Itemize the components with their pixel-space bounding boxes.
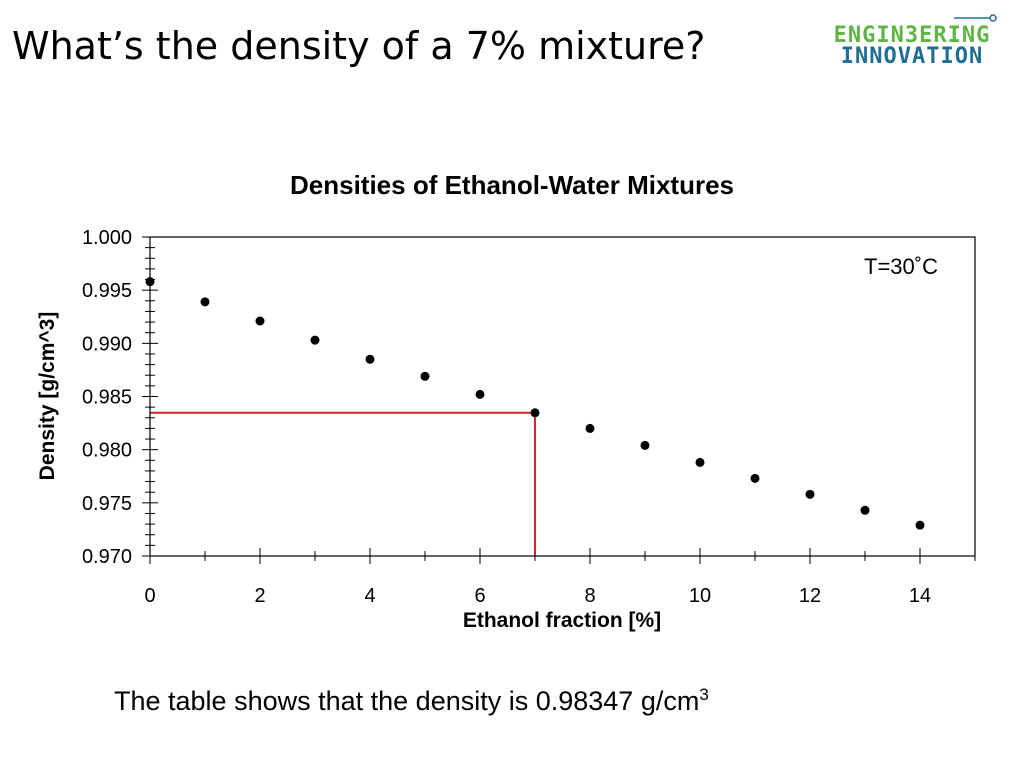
x-tick-label: 8 (584, 585, 595, 607)
x-tick-label: 6 (474, 585, 485, 607)
data-point (750, 473, 760, 483)
tick-labels: 0 2 4 6 8 10 12 14 0.970 0.975 0.980 0.985 0.990 0.99… (82, 227, 931, 607)
x-tick-label: 12 (799, 585, 821, 607)
footnote-superscript: 3 (699, 685, 709, 704)
data-point (640, 440, 650, 450)
y-tick-label: 0.985 (82, 387, 132, 409)
footnote: The table shows that the density is 0.98… (114, 683, 709, 719)
data-point (585, 423, 595, 433)
x-tick-label: 0 (144, 585, 155, 607)
data-point (310, 335, 320, 345)
data-points (145, 277, 925, 530)
x-tick-label: 2 (254, 585, 265, 607)
x-tick-label: 14 (909, 585, 931, 607)
data-point (805, 489, 815, 499)
data-point (255, 316, 265, 326)
temperature-annotation: T=30˚C (864, 254, 938, 279)
chart-title: Densities of Ethanol-Water Mixtures (290, 170, 734, 200)
y-axis-label: Density [g/cm^3] (36, 311, 59, 481)
highlight-guides (150, 411, 536, 556)
engineering-innovation-logo: ENGIN3ERING INNOVATION (806, 6, 1018, 68)
plot-frame (149, 236, 976, 557)
y-tick-label: 0.970 (82, 546, 132, 568)
data-point (200, 297, 210, 307)
data-point (915, 520, 925, 530)
x-tick-label: 10 (689, 585, 711, 607)
slide-title: What’s the density of a 7% mixture? (12, 24, 706, 68)
y-tick-label: 0.980 (82, 440, 132, 462)
tick-marks (142, 236, 976, 564)
data-point (420, 371, 430, 381)
logo-line1: ENGIN3ERING (834, 23, 991, 48)
y-tick-label: 0.975 (82, 493, 132, 515)
footnote-text: The table shows that the density is 0.98… (114, 686, 700, 716)
logo-line2: INNOVATION (841, 44, 983, 68)
data-point (365, 354, 375, 364)
data-point (860, 505, 870, 515)
x-axis-label: Ethanol fraction [%] (462, 609, 662, 632)
data-point (475, 389, 485, 399)
y-tick-label: 0.990 (82, 333, 132, 355)
data-point (695, 457, 705, 467)
y-tick-label: 1.000 (82, 227, 132, 249)
x-tick-label: 4 (364, 585, 375, 607)
y-tick-label: 0.995 (82, 280, 132, 302)
data-point (530, 408, 540, 418)
